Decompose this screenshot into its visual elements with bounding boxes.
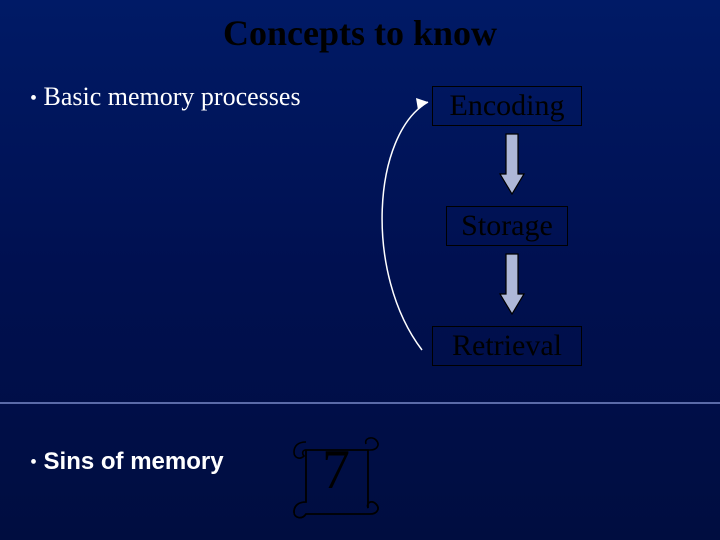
bullet-dot-icon: • [30, 452, 37, 474]
bullet-sins-memory: • Sins of memory [30, 446, 224, 476]
section-divider [0, 402, 720, 404]
bullet-label: Sins of memory [44, 448, 224, 475]
loop-arrow-icon [362, 94, 442, 364]
arrow-down-icon [498, 132, 526, 198]
slide-title: Concepts to know [0, 0, 720, 54]
flow-box-retrieval: Retrieval [432, 326, 582, 366]
arrow-down-icon [498, 252, 526, 318]
bullet-label: Basic memory processes [44, 82, 301, 111]
bullet-basic-memory: • Basic memory processes [30, 82, 301, 112]
flow-box-storage: Storage [446, 206, 568, 246]
bullet-dot-icon: • [30, 88, 37, 110]
flow-box-encoding: Encoding [432, 86, 582, 126]
scroll-number: 7 [322, 438, 350, 502]
